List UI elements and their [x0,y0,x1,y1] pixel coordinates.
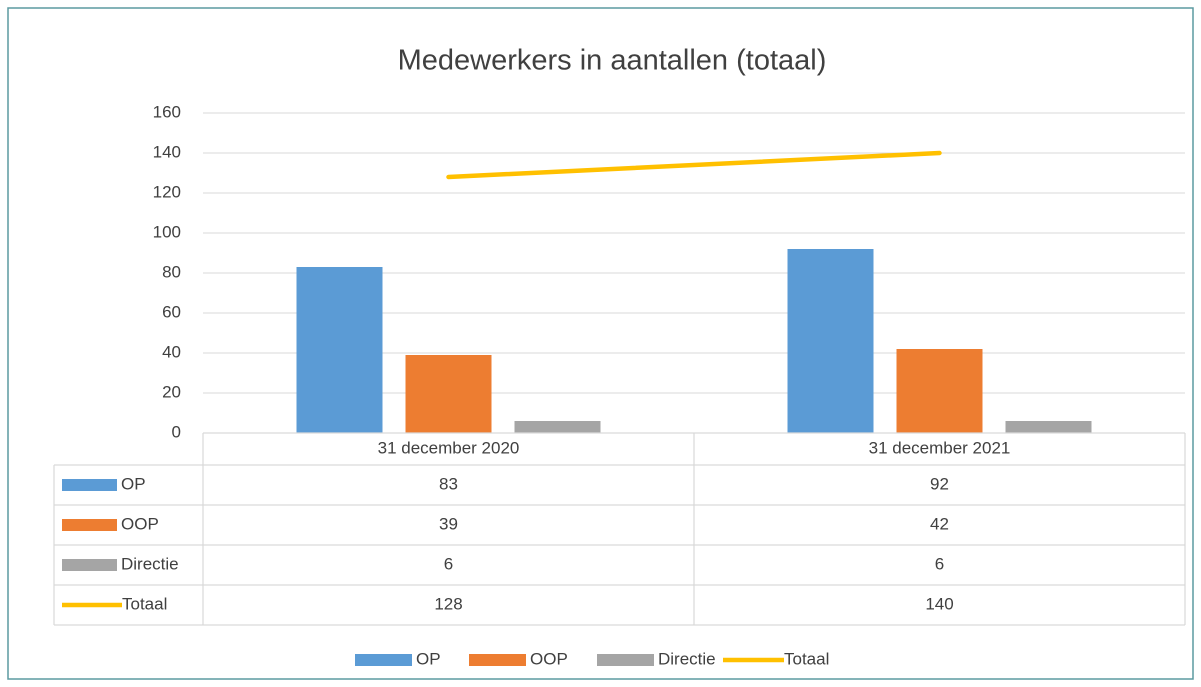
table-cell: 42 [930,514,949,533]
y-tick-label: 40 [162,342,181,361]
legend-label: OOP [530,649,568,668]
table-cell: 83 [439,474,458,493]
legend-label: OP [416,649,441,668]
table-cell: 128 [434,594,462,613]
y-tick-label: 20 [162,382,181,401]
legend-key [62,559,117,571]
y-tick-label: 140 [153,142,181,161]
table-cell: 140 [925,594,953,613]
legend-key [62,479,117,491]
y-tick-label: 60 [162,302,181,321]
legend-key [355,654,412,666]
line [446,150,942,180]
x-tick-label: 31 december 2020 [378,438,520,457]
chart-frame [7,7,1194,680]
y-tick-label: 0 [172,422,181,441]
table-row-label: Totaal [122,594,167,613]
y-tick-label: 120 [153,182,181,201]
legend-label: Totaal [784,649,829,668]
table-cell: 6 [935,554,944,573]
y-tick-label: 80 [162,262,181,281]
y-tick-label: 160 [153,102,181,121]
table-row-label: Directie [121,554,179,573]
bar [405,355,492,433]
chart-title: Medewerkers in aantallen (totaal) [398,45,827,77]
bar [787,249,874,433]
table-cell: 39 [439,514,458,533]
table-row-label: OOP [121,514,159,533]
y-tick-label: 100 [153,222,181,241]
legend-key [597,654,654,666]
table-row-label: OP [121,474,146,493]
x-tick-label: 31 december 2021 [869,438,1011,457]
table-cell: 6 [444,554,453,573]
legend-label: Directie [658,649,716,668]
bar [1005,421,1092,433]
legend-key [62,519,117,531]
legend-key [469,654,526,666]
bar [896,349,983,433]
table-cell: 92 [930,474,949,493]
bar [296,267,383,433]
bar [514,421,601,433]
